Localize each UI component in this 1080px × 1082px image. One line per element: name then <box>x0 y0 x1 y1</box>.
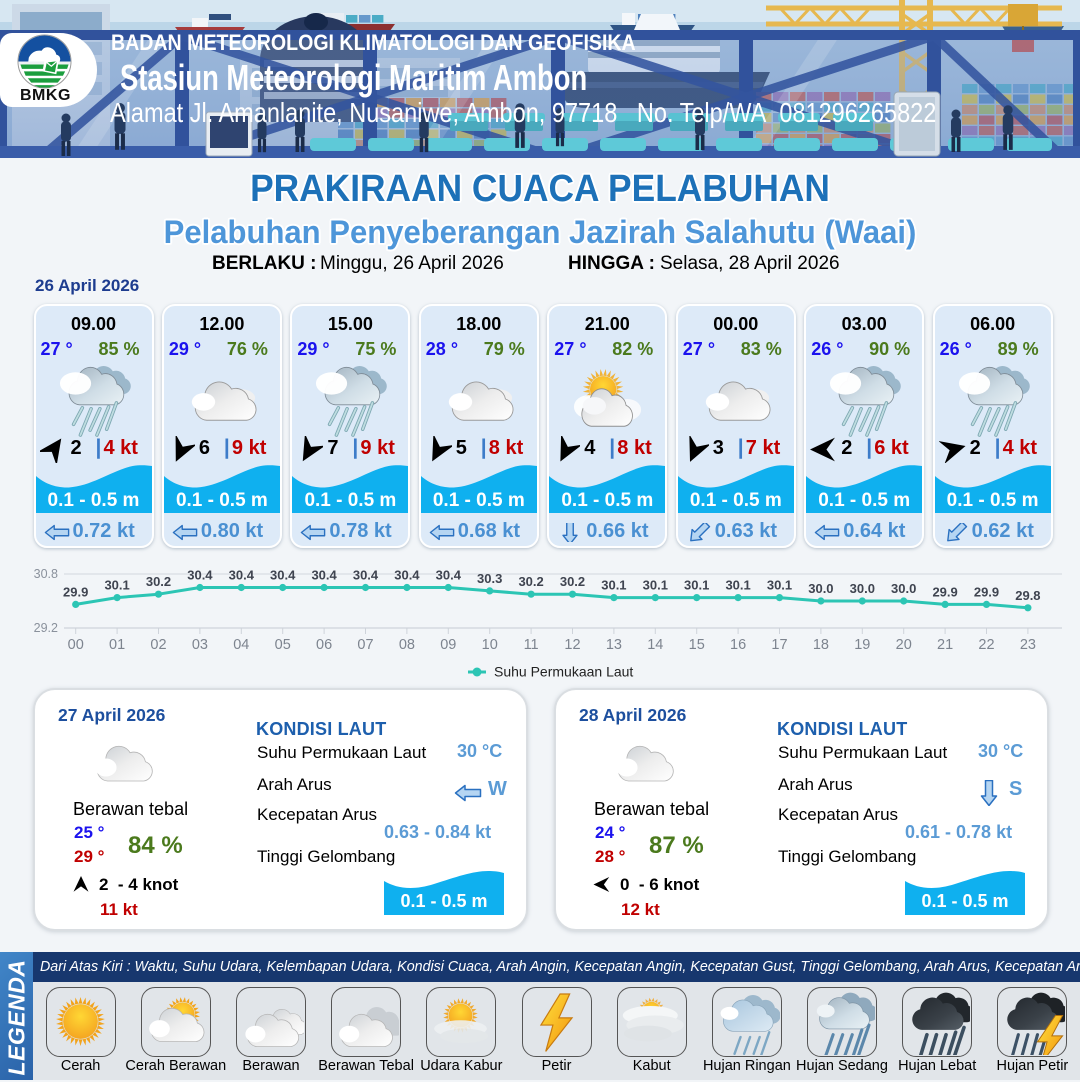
svg-text:30.1: 30.1 <box>104 578 129 593</box>
svg-text:23: 23 <box>1020 637 1036 653</box>
svg-text:30.1: 30.1 <box>601 578 626 593</box>
svg-text:30.0: 30.0 <box>808 581 833 596</box>
svg-text:19: 19 <box>854 637 870 653</box>
svg-text:30.4: 30.4 <box>311 568 337 583</box>
svg-text:30.3: 30.3 <box>477 571 502 586</box>
svg-text:20: 20 <box>896 637 912 653</box>
svg-text:30.4: 30.4 <box>187 568 213 583</box>
svg-text:30.1: 30.1 <box>684 578 709 593</box>
svg-text:06: 06 <box>316 637 332 653</box>
svg-text:04: 04 <box>233 637 249 653</box>
svg-text:30.0: 30.0 <box>891 581 916 596</box>
svg-text:30.8: 30.8 <box>34 567 58 581</box>
svg-text:29.9: 29.9 <box>932 584 957 599</box>
svg-text:09: 09 <box>440 637 456 653</box>
svg-text:13: 13 <box>606 637 622 653</box>
svg-text:30.1: 30.1 <box>767 578 792 593</box>
svg-text:17: 17 <box>771 637 787 653</box>
svg-text:30.4: 30.4 <box>270 568 296 583</box>
svg-text:30.2: 30.2 <box>518 574 543 589</box>
svg-text:02: 02 <box>150 637 166 653</box>
svg-text:29.9: 29.9 <box>63 584 88 599</box>
svg-text:30.2: 30.2 <box>146 574 171 589</box>
svg-text:12: 12 <box>564 637 580 653</box>
svg-text:29.2: 29.2 <box>34 621 58 635</box>
svg-text:30.4: 30.4 <box>353 568 379 583</box>
svg-text:29.9: 29.9 <box>974 584 999 599</box>
svg-text:30.1: 30.1 <box>725 578 750 593</box>
svg-text:0.1 - 0.5 m: 0.1 - 0.5 m <box>921 891 1008 911</box>
svg-text:00: 00 <box>68 637 84 653</box>
svg-text:03: 03 <box>192 637 208 653</box>
svg-text:10: 10 <box>482 637 498 653</box>
svg-text:21: 21 <box>937 637 953 653</box>
svg-text:22: 22 <box>978 637 994 653</box>
svg-text:Suhu Permukaan Laut: Suhu Permukaan Laut <box>494 664 633 680</box>
svg-text:16: 16 <box>730 637 746 653</box>
svg-text:11: 11 <box>524 637 539 653</box>
svg-text:30.1: 30.1 <box>643 578 668 593</box>
svg-text:30.0: 30.0 <box>850 581 875 596</box>
svg-text:18: 18 <box>813 637 829 653</box>
svg-text:30.4: 30.4 <box>229 568 255 583</box>
svg-text:01: 01 <box>109 637 125 653</box>
svg-text:15: 15 <box>689 637 705 653</box>
svg-text:08: 08 <box>399 637 415 653</box>
svg-text:30.4: 30.4 <box>394 568 420 583</box>
svg-text:07: 07 <box>357 637 373 653</box>
svg-text:05: 05 <box>275 637 291 653</box>
svg-text:30.2: 30.2 <box>560 574 585 589</box>
svg-text:0.1 - 0.5 m: 0.1 - 0.5 m <box>400 891 487 911</box>
svg-text:30.4: 30.4 <box>436 568 462 583</box>
svg-text:29.8: 29.8 <box>1015 588 1040 603</box>
svg-text:14: 14 <box>647 637 663 653</box>
